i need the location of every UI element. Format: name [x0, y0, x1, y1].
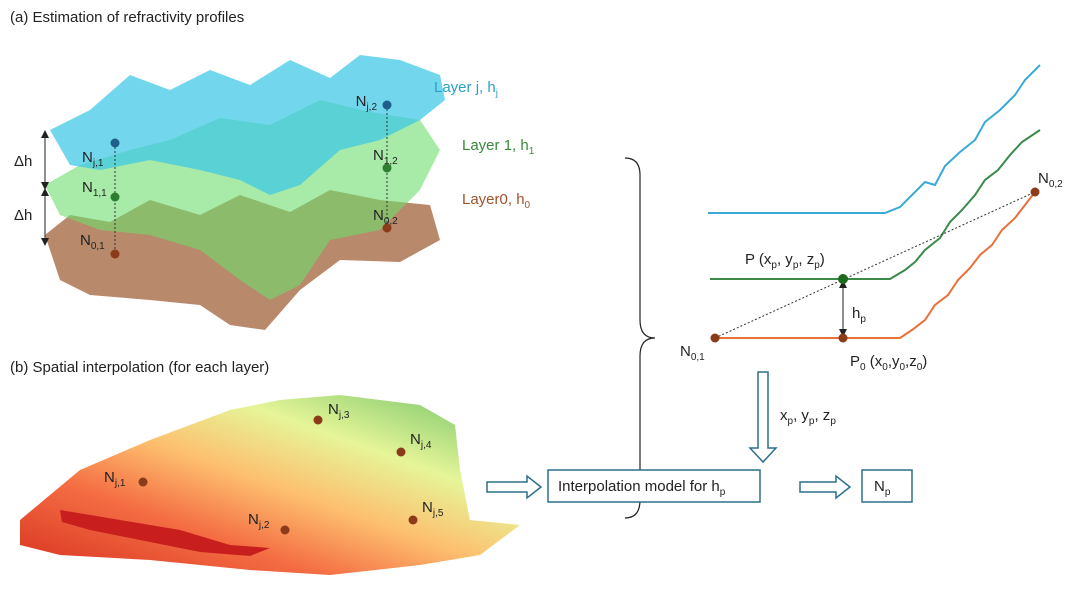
point — [397, 448, 406, 457]
subscript: j,5 — [432, 508, 444, 519]
text-part: Layer0, h — [462, 191, 525, 208]
text-part: N — [680, 343, 691, 360]
text-part: (x — [866, 353, 883, 370]
text-part: N — [248, 511, 259, 528]
text-part: N — [104, 469, 115, 486]
panel-title: (b) Spatial interpolation (for each laye… — [10, 359, 269, 376]
point — [139, 478, 148, 487]
point — [383, 101, 392, 110]
text-part: N — [373, 207, 384, 224]
point — [711, 334, 720, 343]
text-part: ,y — [888, 353, 900, 370]
text-part: , y — [777, 251, 793, 268]
subscript: 1 — [529, 146, 535, 157]
profile-j — [708, 65, 1040, 213]
text-part: , z — [798, 251, 814, 268]
brace — [625, 158, 655, 518]
page: { "panel_a": { "title": "(a) Estimation … — [0, 0, 1067, 584]
inputs-label: xp, yp, zp — [780, 407, 836, 427]
panel-title: (a) Estimation of refractivity profiles — [10, 9, 244, 26]
text-part: P (x — [745, 251, 772, 268]
layer-label: Layer 1, h1 — [462, 137, 535, 157]
point-label: N0,1 — [680, 343, 705, 363]
point — [314, 416, 323, 425]
text-part: Interpolation model for h — [558, 478, 720, 495]
subscript: p — [830, 416, 836, 427]
diagram: (a) Estimation of refractivity profiles … — [0, 0, 1067, 584]
text-part: Layer j, h — [434, 79, 496, 96]
arrow-right — [487, 476, 541, 498]
text-part: ) — [922, 353, 927, 370]
text-part: N — [410, 431, 421, 448]
text-part: N — [1038, 170, 1049, 187]
subscript: j,3 — [338, 410, 350, 421]
hp-label: hp — [852, 305, 866, 325]
subscript: j,2 — [365, 102, 377, 113]
point-label: P0 (x0,y0,z0) — [850, 353, 927, 373]
subscript: 0,1 — [691, 352, 705, 363]
arrow-right — [800, 476, 850, 498]
text-part: , y — [793, 407, 809, 424]
point-label: N0,2 — [1038, 170, 1063, 190]
point — [839, 334, 848, 343]
point — [838, 274, 848, 284]
subscript: j — [495, 88, 498, 99]
subscript: p — [885, 487, 891, 498]
text-part: Layer 1, h — [462, 137, 529, 154]
point — [409, 516, 418, 525]
point — [111, 139, 120, 148]
subscript: p — [720, 487, 726, 498]
subscript: 0,1 — [91, 241, 105, 252]
subscript: 0,2 — [384, 216, 398, 227]
text-part: ) — [820, 251, 825, 268]
subscript: 1,2 — [384, 156, 398, 167]
text-part: N — [422, 499, 433, 516]
layer-label: Layer0, h0 — [462, 191, 531, 211]
text-part: P — [850, 353, 860, 370]
subscript: 0,2 — [1049, 179, 1063, 190]
delta-label: Δh — [14, 153, 32, 170]
text-part: , z — [814, 407, 830, 424]
arrow-down — [750, 372, 776, 462]
text-part: N — [874, 478, 885, 495]
delta-label: Δh — [14, 207, 32, 224]
subscript: 0 — [525, 200, 531, 211]
text-part: N — [82, 179, 93, 196]
subscript: p — [860, 314, 866, 325]
subscript: j,1 — [114, 478, 126, 489]
point — [111, 250, 120, 259]
subscript: j,4 — [420, 440, 432, 451]
text-part: N — [356, 93, 367, 110]
text-part: ,z — [905, 353, 917, 370]
point-label: P (xp, yp, zp) — [745, 251, 825, 271]
text-part: N — [373, 147, 384, 164]
point — [281, 526, 290, 535]
text-part: N — [328, 401, 339, 418]
text-part: N — [80, 232, 91, 249]
point — [111, 193, 120, 202]
point — [1031, 188, 1040, 197]
text-part: h — [852, 305, 860, 322]
subscript: 1,1 — [93, 188, 107, 199]
subscript: j,1 — [92, 158, 104, 169]
text-part: N — [82, 149, 93, 166]
subscript: j,2 — [258, 520, 270, 531]
